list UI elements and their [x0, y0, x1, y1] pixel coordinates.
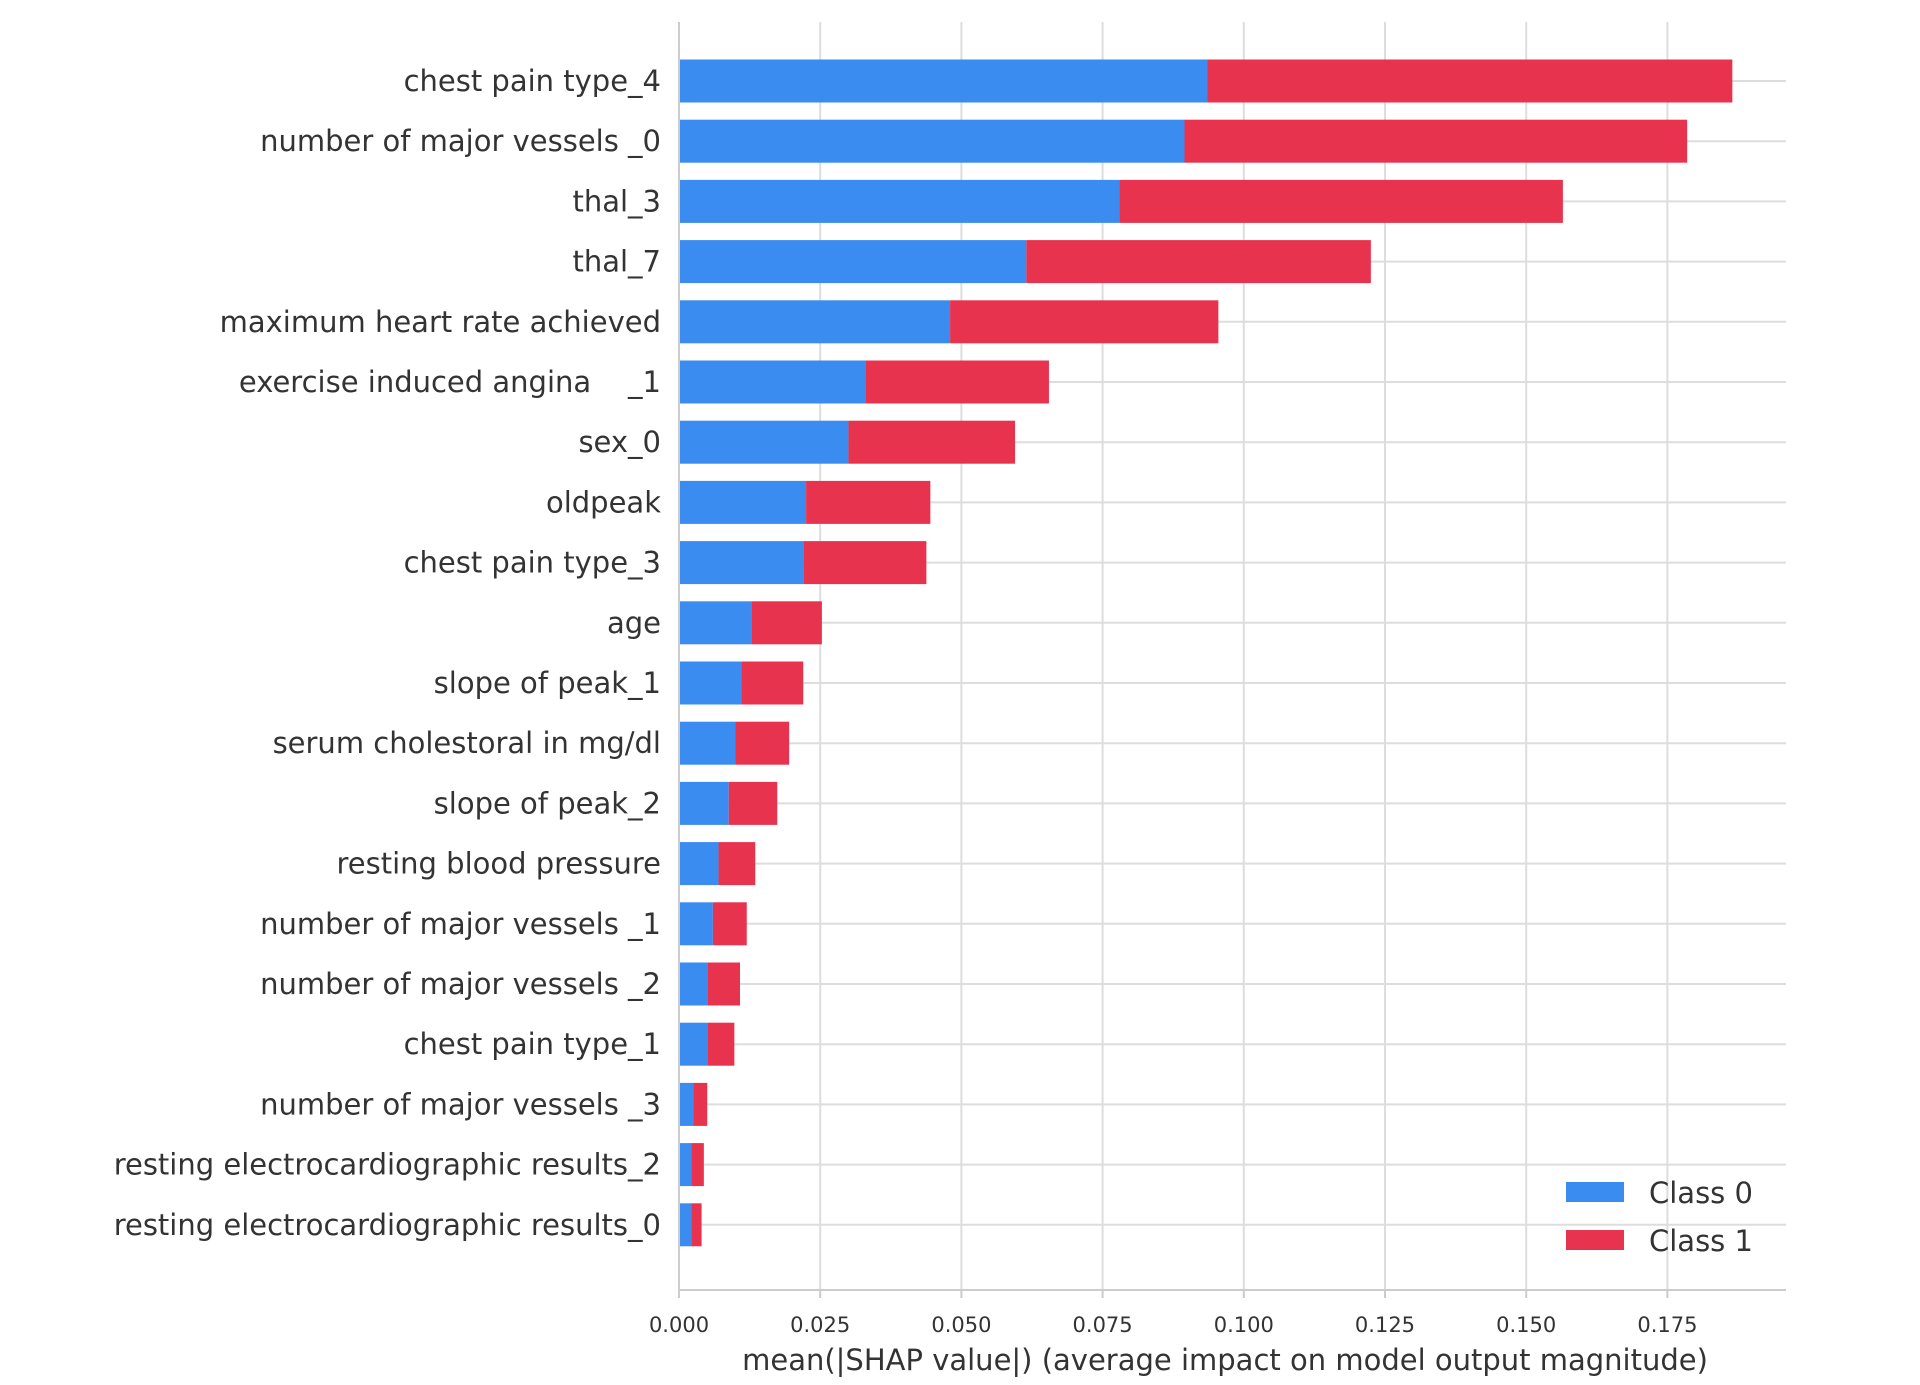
bar-segment-class-0 [679, 842, 719, 886]
x-tick-label: 0.125 [1355, 1313, 1415, 1337]
bar-segment-class-1 [803, 541, 927, 585]
legend-label-class-1: Class 1 [1649, 1224, 1753, 1258]
category-label: age [607, 606, 661, 640]
category-label: resting blood pressure [336, 847, 661, 881]
bar-segment-class-0 [679, 119, 1185, 163]
x-tick-label: 0.050 [931, 1313, 991, 1337]
bar-segment-class-1 [707, 1022, 735, 1066]
bar-segment-class-0 [679, 541, 804, 585]
bar-segment-class-0 [679, 480, 807, 524]
bar-segment-class-1 [741, 661, 804, 705]
x-tick-label: 0.175 [1637, 1313, 1697, 1337]
bar-segment-class-1 [1026, 240, 1371, 284]
x-tick-labels: 0.000 0.025 0.050 0.075 0.100 0.125 0.150 0.175 [649, 1313, 1698, 1337]
bar-segment-class-0 [679, 601, 752, 645]
bar-segment-class-0 [679, 360, 866, 404]
bar-segment-class-0 [679, 721, 736, 765]
category-label: exercise induced angina _1 [239, 365, 661, 399]
bar-segment-class-0 [679, 1022, 708, 1066]
bar-segment-class-0 [679, 240, 1027, 284]
bar-segment-class-1 [718, 842, 756, 886]
bar-segment-class-0 [679, 1082, 694, 1126]
bar-segment-class-0 [679, 781, 729, 825]
x-tick-label: 0.025 [790, 1313, 850, 1337]
legend-swatch-class-0 [1566, 1182, 1624, 1202]
category-label: chest pain type_1 [404, 1027, 661, 1061]
bar-segment-class-1 [735, 721, 790, 765]
bars [679, 59, 1733, 1247]
bar-segment-class-1 [1184, 119, 1688, 163]
legend: Class 0 Class 1 [1566, 1176, 1753, 1258]
bar-segment-class-0 [679, 1143, 692, 1187]
category-label: number of major vessels _2 [260, 967, 661, 1001]
legend-label-class-0: Class 0 [1649, 1176, 1753, 1210]
bar-segment-class-1 [806, 480, 931, 524]
category-label: sex_0 [578, 425, 661, 459]
bar-segment-class-1 [751, 601, 822, 645]
bar-segment-class-0 [679, 59, 1208, 103]
category-label: slope of peak_2 [434, 786, 661, 820]
category-label: thal_3 [572, 184, 661, 218]
category-label: number of major vessels _0 [260, 124, 661, 158]
legend-swatch-class-1 [1566, 1230, 1624, 1250]
bar-segment-class-1 [1119, 179, 1563, 223]
bar-segment-class-0 [679, 902, 713, 946]
category-label: number of major vessels _1 [260, 907, 661, 941]
x-tick-label: 0.000 [649, 1313, 709, 1337]
bar-segment-class-1 [1207, 59, 1733, 103]
category-label: resting electrocardiographic results_2 [114, 1148, 661, 1182]
bar-segment-class-0 [679, 962, 708, 1006]
bar-segment-class-1 [693, 1082, 708, 1126]
x-tick-label: 0.150 [1496, 1313, 1556, 1337]
bar-segment-class-1 [707, 962, 740, 1006]
bar-segment-class-0 [679, 300, 951, 344]
bar-segment-class-0 [679, 420, 849, 464]
bar-segment-class-0 [679, 1203, 692, 1247]
category-label: thal_7 [572, 245, 661, 279]
category-label: number of major vessels _3 [260, 1087, 661, 1121]
category-label: chest pain type_4 [404, 64, 661, 98]
category-label: slope of peak_1 [434, 666, 661, 700]
category-label: maximum heart rate achieved [220, 305, 661, 339]
bar-segment-class-1 [950, 300, 1219, 344]
bar-segment-class-1 [865, 360, 1049, 404]
x-tick-label: 0.075 [1073, 1313, 1133, 1337]
category-label: resting electrocardiographic results_0 [114, 1208, 661, 1242]
bar-segment-class-1 [691, 1143, 704, 1187]
category-label: serum cholestoral in mg/dl [273, 726, 661, 760]
category-label: chest pain type_3 [404, 546, 661, 580]
bar-segment-class-1 [712, 902, 747, 946]
bar-segment-class-1 [848, 420, 1016, 464]
category-label: oldpeak [546, 485, 661, 519]
bar-segment-class-0 [679, 179, 1120, 223]
axes [678, 22, 1786, 1298]
x-tick-label: 0.100 [1214, 1313, 1274, 1337]
bar-segment-class-0 [679, 661, 742, 705]
bar-segment-class-1 [728, 781, 778, 825]
bar-segment-class-1 [691, 1203, 702, 1247]
x-axis-title: mean(|SHAP value|) (average impact on mo… [742, 1343, 1708, 1377]
